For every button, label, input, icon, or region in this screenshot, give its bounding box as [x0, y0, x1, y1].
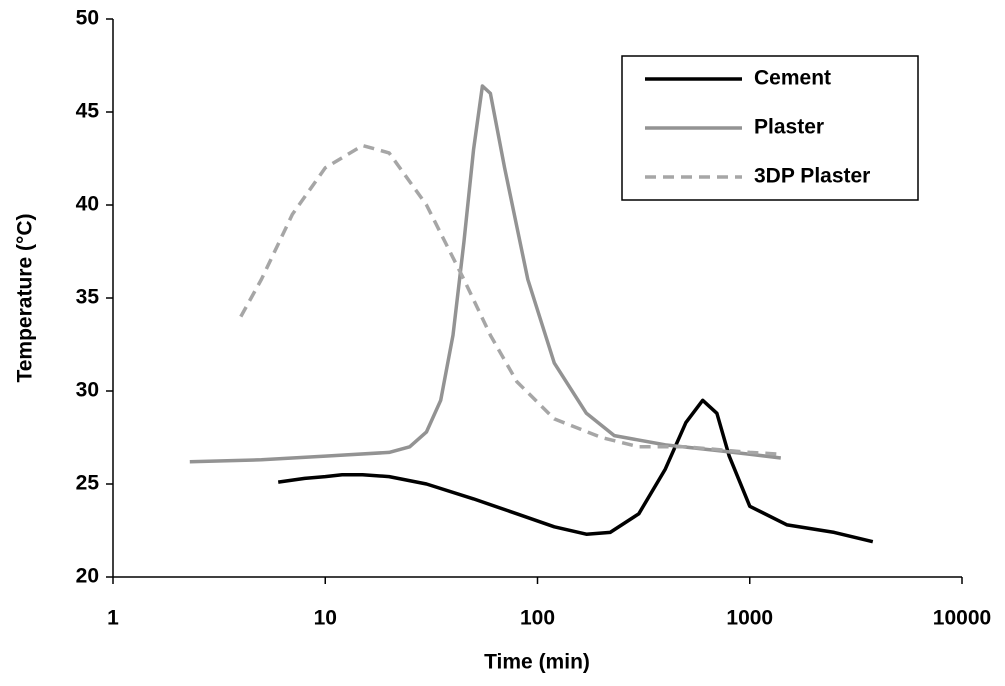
x-tick-label: 1000	[726, 607, 773, 630]
x-axis-title: Time (min)	[484, 651, 590, 674]
y-tick-label: 40	[76, 193, 99, 216]
legend-label: Cement	[754, 67, 831, 90]
x-tick-label: 1	[107, 607, 119, 630]
y-tick-label: 45	[76, 100, 100, 123]
y-tick-label: 20	[76, 565, 99, 588]
series-line	[277, 398, 874, 544]
x-tick-label: 10	[314, 607, 337, 630]
x-tick-label: 100	[520, 607, 555, 630]
x-tick-label: 10000	[933, 607, 991, 630]
y-tick-label: 30	[76, 379, 99, 402]
y-tick-label: 35	[76, 286, 100, 309]
y-tick-label: 25	[76, 472, 100, 495]
series-line	[239, 143, 781, 456]
legend-label: 3DP Plaster	[754, 165, 870, 188]
y-axis-title: Temperature (°C)	[14, 213, 37, 382]
series-line	[189, 84, 782, 464]
y-tick-label: 50	[76, 7, 99, 30]
legend-label: Plaster	[754, 116, 824, 139]
